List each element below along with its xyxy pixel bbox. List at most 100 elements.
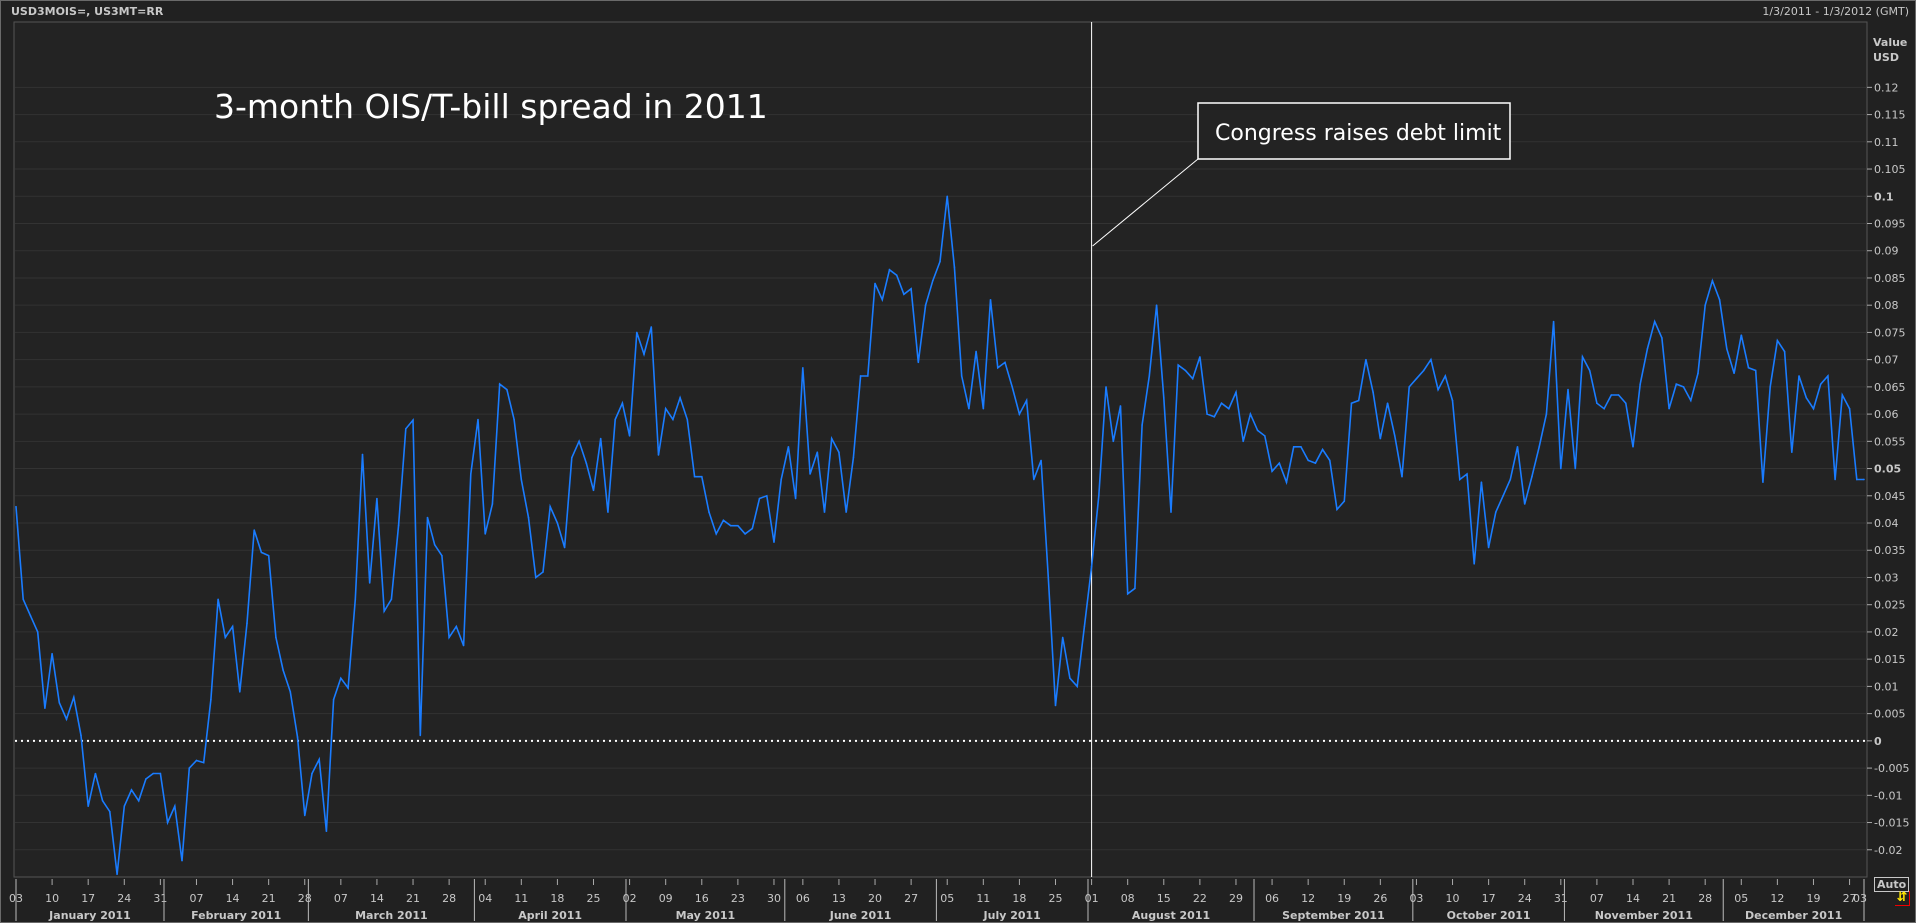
x-tick-label: 21 (406, 892, 420, 905)
data-point (1386, 402, 1389, 405)
data-point (881, 298, 884, 301)
x-tick-label: 03 (1409, 892, 1423, 905)
data-point (260, 551, 263, 554)
month-label: September 2011 (1282, 909, 1385, 922)
data-point (1242, 440, 1244, 443)
x-tick-label: 14 (370, 892, 384, 905)
data-point (1697, 372, 1699, 375)
data-point (1718, 298, 1721, 301)
data-point (1285, 481, 1288, 483)
data-point (1220, 402, 1223, 405)
x-tick-label: 24 (117, 892, 131, 905)
y-tick-label: 0.095 (1874, 217, 1906, 230)
data-point (376, 497, 378, 500)
x-tick-label: 26 (1373, 892, 1387, 905)
data-point (58, 701, 61, 704)
data-point (477, 418, 479, 421)
data-point (426, 516, 429, 519)
month-label: December 2011 (1745, 909, 1842, 922)
data-point (145, 778, 147, 780)
data-point (765, 494, 768, 497)
x-tick-label: 11 (514, 892, 528, 905)
auto-scale-button[interactable]: Auto (1874, 877, 1910, 892)
month-label: October 2011 (1447, 909, 1531, 922)
data-point (571, 456, 573, 459)
data-point (340, 677, 342, 680)
data-point (1624, 402, 1627, 405)
data-point (188, 767, 191, 769)
data-point (1249, 413, 1252, 415)
data-point (1126, 593, 1129, 595)
data-point (874, 282, 876, 285)
month-label: March 2011 (355, 909, 428, 922)
chart-tool-icon[interactable]: ⇵ (1895, 891, 1910, 906)
data-point (1805, 396, 1808, 399)
data-point (1112, 440, 1115, 443)
data-point (968, 407, 970, 410)
data-point (996, 367, 999, 369)
data-point (1632, 445, 1634, 448)
data-point (939, 260, 941, 263)
data-point (838, 451, 840, 454)
data-point (123, 805, 126, 808)
data-point (903, 293, 905, 296)
y-tick-label: 0.08 (1874, 299, 1899, 312)
data-point (332, 698, 335, 701)
data-point (246, 622, 248, 625)
data-point (1350, 402, 1353, 405)
data-point (1487, 546, 1490, 549)
data-point (737, 524, 739, 527)
data-point (1004, 361, 1006, 364)
data-point (296, 736, 299, 738)
annotation-label: Congress raises debt limit (1215, 121, 1502, 146)
x-tick-label: 13 (832, 892, 846, 905)
data-point (599, 437, 602, 440)
x-tick-label: 28 (442, 892, 456, 905)
x-tick-label: 28 (1698, 892, 1712, 905)
data-point (1213, 416, 1216, 418)
plot-area (13, 21, 1868, 878)
data-point (1819, 383, 1822, 385)
data-point (361, 453, 364, 456)
data-point (1682, 386, 1685, 388)
data-point (51, 652, 53, 655)
data-point (1653, 320, 1656, 323)
data-point (1018, 413, 1021, 415)
data-point (253, 529, 256, 531)
data-point (953, 266, 956, 268)
data-point (1321, 448, 1324, 451)
y-tick-label: 0.12 (1874, 81, 1899, 94)
y-tick-label: 0.04 (1874, 517, 1899, 530)
data-point (534, 576, 537, 579)
data-point (275, 636, 277, 639)
x-tick-label: 02 (623, 892, 637, 905)
data-point (116, 873, 118, 876)
x-tick-label: 24 (1518, 892, 1532, 905)
data-point (441, 554, 443, 557)
data-point (1437, 388, 1439, 391)
data-point (1523, 503, 1526, 505)
x-tick-label: 20 (868, 892, 882, 905)
y-tick-label: 0.1 (1874, 190, 1894, 203)
data-point (1740, 334, 1743, 336)
x-tick-label: 11 (976, 892, 990, 905)
data-point (852, 456, 855, 459)
data-point (152, 772, 154, 775)
x-tick-label: 07 (1590, 892, 1604, 905)
data-point (672, 418, 674, 421)
data-point (917, 361, 920, 364)
data-point (1011, 386, 1013, 388)
y-tick-label: 0.055 (1874, 435, 1906, 448)
data-point (708, 511, 710, 513)
data-point (1119, 405, 1122, 407)
data-point (462, 644, 465, 647)
data-point (1596, 402, 1598, 405)
data-point (700, 475, 703, 478)
y-tick-label: 0.015 (1874, 653, 1906, 666)
data-point (1798, 375, 1800, 377)
data-point (1098, 494, 1100, 497)
data-point (715, 533, 718, 535)
data-point (802, 367, 804, 369)
data-point (1343, 500, 1346, 503)
